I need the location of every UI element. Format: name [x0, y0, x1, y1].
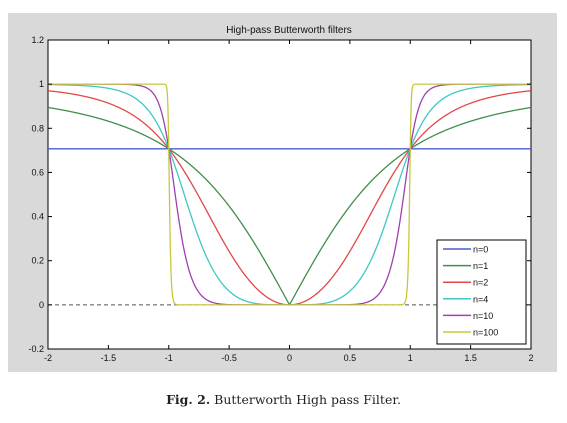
series-line-n-100 — [48, 83, 531, 306]
figure-frame: High-pass Butterworth filters -2 -1.5 -1 -0… — [8, 13, 557, 372]
y-tick-label: 0.2 — [31, 256, 44, 266]
x-tick-label: -0.5 — [221, 353, 237, 363]
y-tick-label: 0 — [39, 300, 44, 310]
legend-label: n=100 — [473, 328, 498, 338]
x-tick-label: 0.5 — [344, 353, 357, 363]
y-tick-label: 0.4 — [31, 212, 44, 222]
legend-label: n=2 — [473, 278, 488, 288]
x-tick-label: 1.5 — [464, 353, 477, 363]
x-tick-label: -1 — [165, 353, 173, 363]
legend-label: n=0 — [473, 245, 488, 255]
legend-label: n=4 — [473, 294, 488, 304]
legend-label: n=1 — [473, 261, 488, 271]
x-tick-label: 0 — [287, 353, 292, 363]
chart: High-pass Butterworth filters -2 -1.5 -1 -0… — [28, 25, 533, 363]
x-tick-label: 1 — [408, 353, 413, 363]
y-tick-label: 0.6 — [31, 167, 44, 177]
figure-caption-text: Butterworth High pass Filter. — [214, 392, 401, 407]
y-tick-label: -0.2 — [28, 344, 44, 354]
y-tick-label: 1.2 — [31, 35, 44, 45]
y-tick-label: 0.8 — [31, 123, 44, 133]
legend: n=0 n=1 n=2 n=4 n=10 n=100 — [436, 239, 527, 345]
y-tick-label: 1 — [39, 79, 44, 89]
figure-caption: Fig. 2. Butterworth High pass Filter. — [0, 392, 567, 407]
x-tick-label: -1.5 — [101, 353, 117, 363]
x-tick-label: 2 — [528, 353, 533, 363]
chart-title: High-pass Butterworth filters — [226, 25, 352, 36]
x-tick-label: -2 — [44, 353, 52, 363]
legend-label: n=10 — [473, 311, 493, 321]
figure-label: Fig. 2. — [166, 392, 211, 407]
legend-box — [436, 239, 527, 345]
